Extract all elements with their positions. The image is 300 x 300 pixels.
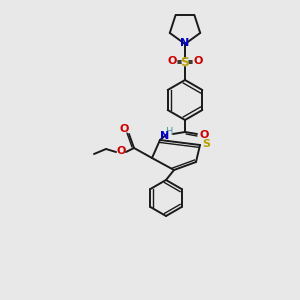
Text: O: O bbox=[119, 124, 129, 134]
Text: S: S bbox=[181, 56, 190, 70]
Text: O: O bbox=[193, 56, 203, 66]
Text: N: N bbox=[180, 38, 190, 48]
Text: S: S bbox=[202, 139, 210, 149]
Text: O: O bbox=[116, 146, 126, 156]
Text: O: O bbox=[167, 56, 177, 66]
Text: H: H bbox=[166, 127, 174, 137]
Text: O: O bbox=[199, 130, 209, 140]
Text: N: N bbox=[160, 131, 169, 141]
